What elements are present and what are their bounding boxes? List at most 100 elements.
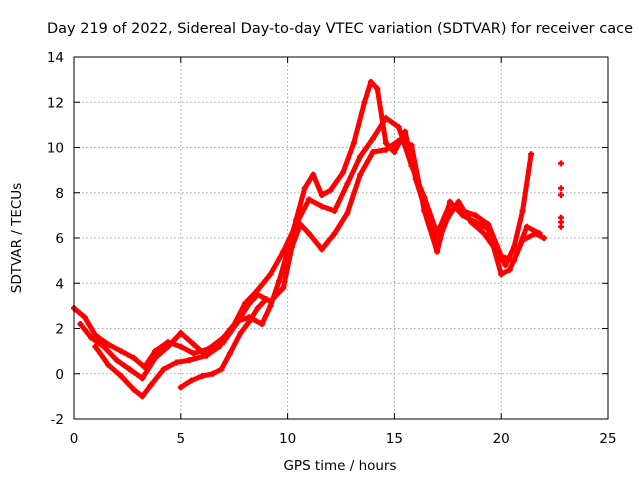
data-point	[540, 235, 547, 241]
data-point	[130, 386, 137, 393]
data-point	[395, 124, 402, 131]
data-point	[382, 146, 389, 153]
data-point	[558, 160, 565, 167]
data-point	[446, 198, 453, 205]
data-point	[318, 246, 325, 253]
series-cluster-22.8	[558, 160, 565, 230]
data-point	[177, 343, 184, 350]
data-point	[280, 248, 287, 255]
x-tick-label: 25	[599, 431, 616, 447]
data-point	[126, 366, 133, 373]
data-point	[357, 171, 364, 178]
y-axis-label: SDTVAR / TECUs	[9, 183, 25, 293]
chart-title: Day 219 of 2022, Sidereal Day-to-day VTE…	[47, 21, 633, 37]
y-tick-label: 14	[47, 50, 64, 66]
y-tick-label: 0	[55, 367, 64, 383]
data-point	[130, 354, 137, 361]
data-point	[402, 128, 409, 135]
x-axis-label: GPS time / hours	[283, 458, 396, 474]
data-point	[147, 382, 154, 389]
data-point	[382, 139, 389, 146]
series-track-4	[177, 296, 270, 391]
data-point	[498, 253, 505, 260]
data-point	[472, 219, 479, 226]
data-point	[117, 373, 124, 380]
data-point	[523, 223, 530, 230]
y-tick-label: 6	[55, 231, 64, 247]
data-point	[511, 244, 518, 251]
data-point	[226, 350, 233, 357]
data-point	[481, 230, 488, 237]
series-trace	[71, 79, 534, 370]
data-point	[532, 230, 539, 237]
data-point	[164, 343, 171, 350]
data-point	[502, 262, 509, 269]
data-point	[408, 142, 415, 149]
data-point	[327, 187, 334, 194]
data-point	[558, 223, 565, 230]
data-point	[297, 221, 304, 228]
data-point	[350, 139, 357, 146]
data-point	[139, 375, 146, 382]
data-point	[105, 341, 112, 348]
data-point	[305, 230, 312, 237]
y-tick-label: 8	[55, 186, 64, 202]
data-point	[105, 361, 112, 368]
data-point	[141, 363, 148, 370]
data-point	[267, 271, 274, 278]
data-point	[288, 244, 295, 251]
data-point	[472, 212, 479, 219]
data-point	[331, 207, 338, 214]
x-tick-label: 10	[279, 431, 296, 447]
series-track-3	[92, 137, 547, 400]
data-point	[263, 296, 270, 303]
y-tick-label: 4	[55, 276, 64, 292]
data-point	[357, 153, 364, 160]
data-point	[455, 198, 462, 205]
data-point	[421, 207, 428, 214]
y-tick-label: 12	[47, 95, 64, 111]
data-point	[485, 225, 492, 232]
data-point	[203, 352, 210, 359]
data-point	[310, 171, 317, 178]
series-trace	[178, 296, 269, 390]
data-point	[519, 237, 526, 244]
data-point	[519, 207, 526, 214]
data-point	[152, 354, 159, 361]
data-point	[391, 149, 398, 156]
data-point	[558, 192, 565, 199]
x-tick-label: 15	[386, 431, 403, 447]
data-point	[190, 350, 197, 357]
data-point	[139, 393, 146, 400]
data-point	[344, 180, 351, 187]
data-point	[374, 85, 381, 92]
data-point	[100, 343, 107, 350]
data-point	[395, 137, 402, 144]
data-point	[459, 212, 466, 219]
data-point	[301, 185, 308, 192]
data-point	[188, 377, 195, 384]
data-point	[218, 366, 225, 373]
data-point	[370, 149, 377, 156]
data-point	[186, 357, 193, 364]
data-point	[160, 366, 167, 373]
data-point	[88, 334, 95, 341]
data-point	[246, 318, 253, 325]
data-point	[113, 357, 120, 364]
data-point	[92, 332, 99, 339]
data-point	[199, 373, 206, 380]
data-point	[177, 384, 184, 391]
data-point	[92, 343, 99, 350]
data-point	[558, 185, 565, 192]
data-point	[434, 248, 441, 255]
data-point	[528, 151, 535, 158]
data-point	[370, 135, 377, 142]
x-tick-label: 20	[493, 431, 510, 447]
data-point	[344, 210, 351, 217]
data-point	[434, 230, 441, 237]
axes: 0 5 10 15 20 25 -2 0 2 4 6 8 10 12 14	[47, 50, 617, 447]
data-point	[498, 271, 505, 278]
data-point	[340, 169, 347, 176]
